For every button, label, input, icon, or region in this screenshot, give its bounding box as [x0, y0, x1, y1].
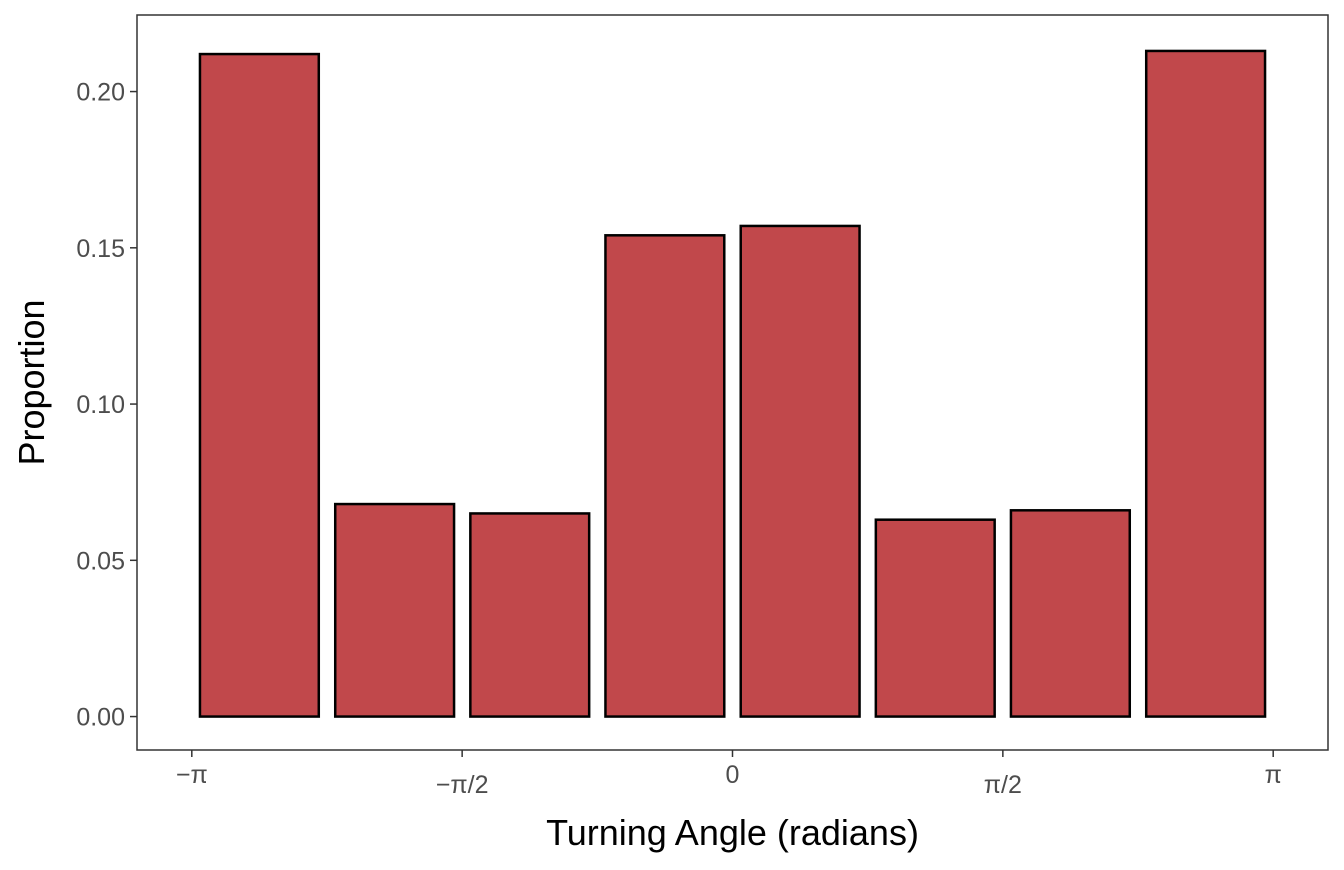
- y-tick-label-2: 0.05: [76, 547, 125, 575]
- y-axis-title: Proportion: [11, 299, 52, 465]
- y-tick-label-5: 0.20: [76, 79, 125, 107]
- x-tick-label-4: π/2: [984, 771, 1022, 799]
- x-axis-title: Turning Angle (radians): [546, 812, 919, 853]
- bar-6: [874, 518, 996, 718]
- x-tick-label-2: −π/2: [436, 771, 489, 799]
- y-tick-label-1: 0.00: [76, 704, 125, 732]
- y-tick-label-4: 0.15: [76, 235, 125, 263]
- bars: [198, 49, 1267, 718]
- bar-8: [1144, 49, 1267, 718]
- x-tick-label-1: −π: [176, 761, 208, 789]
- y-tick-label-3: 0.10: [76, 391, 125, 419]
- bar-2: [333, 502, 456, 718]
- bar-5: [739, 224, 861, 718]
- x-axis: −π −π/2 0 π/2 π: [176, 750, 1282, 799]
- bar-4: [604, 234, 726, 718]
- x-tick-label-5: π: [1265, 761, 1282, 789]
- bar-7: [1009, 509, 1132, 718]
- y-axis: 0.00 0.05 0.10 0.15 0.20: [76, 79, 137, 732]
- bar-1: [198, 52, 321, 718]
- x-tick-label-3: 0: [726, 761, 740, 789]
- bar-3: [469, 512, 591, 718]
